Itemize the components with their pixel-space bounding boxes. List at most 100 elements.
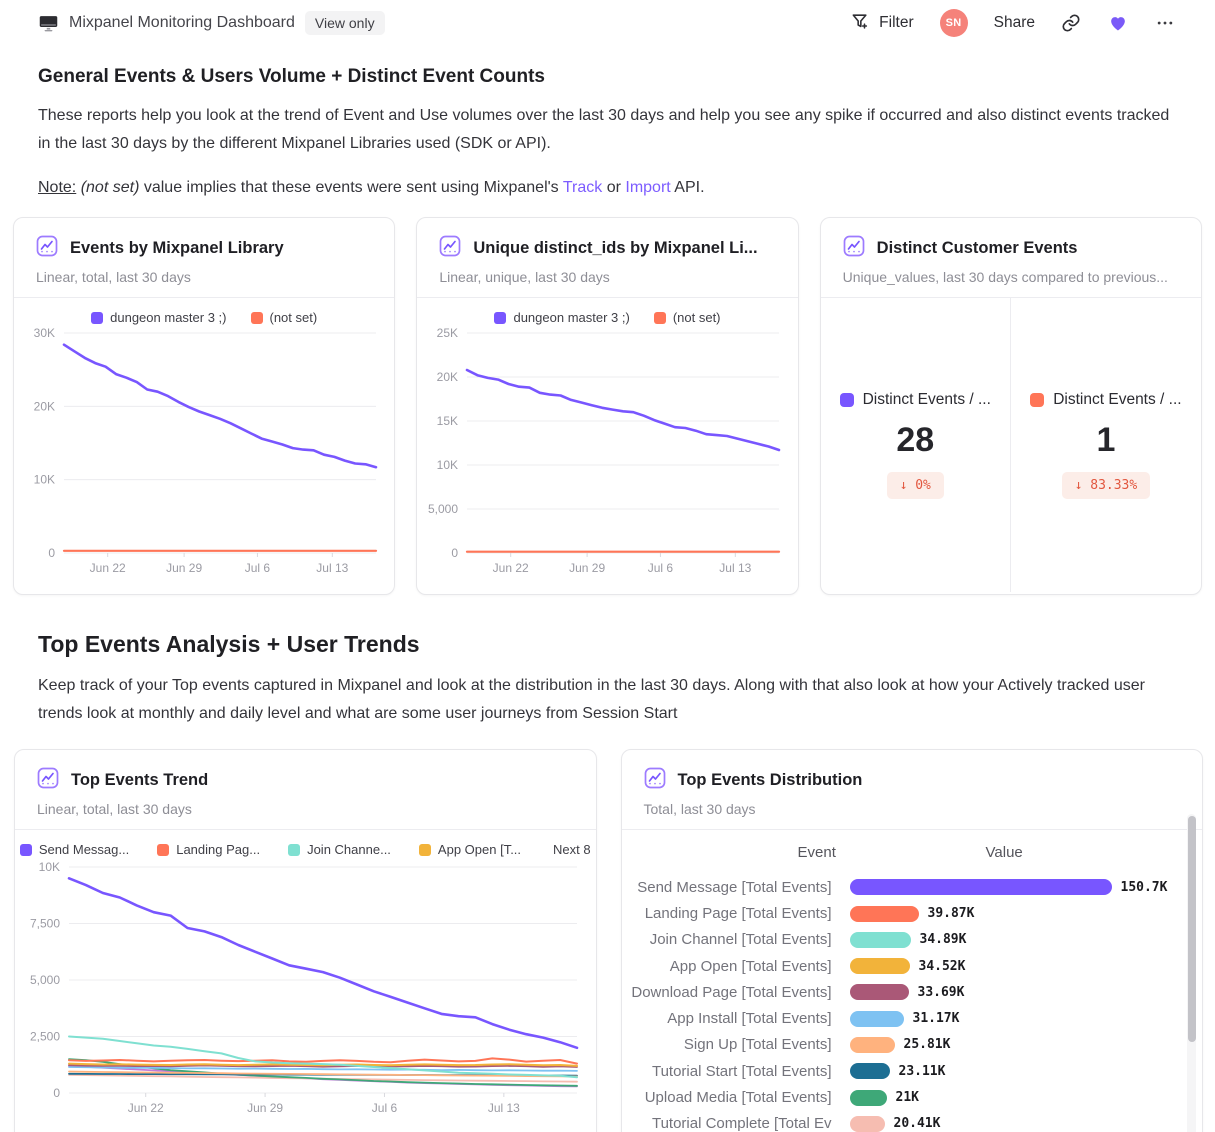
event-label: App Open [Total Events]	[669, 957, 832, 975]
legend-item[interactable]: (not set)	[653, 310, 721, 326]
value-bar[interactable]	[849, 879, 1112, 896]
svg-text:Jul 6: Jul 6	[245, 561, 271, 575]
share-label: Share	[993, 14, 1035, 31]
card-top-events-trend[interactable]: Top Events Trend Linear, total, last 30 …	[14, 749, 597, 1132]
card-title: Events by Mixpanel Library	[70, 239, 284, 258]
value-label: 25.81K	[903, 1037, 951, 1053]
legend-label: dungeon master 3 ;)	[513, 310, 630, 326]
import-link[interactable]: Import	[625, 179, 671, 197]
value-bar[interactable]	[849, 1036, 895, 1053]
top-bar: Mixpanel Monitoring Dashboard View only …	[0, 0, 1215, 46]
line-chart-icon	[439, 235, 461, 262]
legend-item[interactable]: Send Messag...	[19, 842, 129, 857]
svg-text:0: 0	[53, 1086, 60, 1100]
card-top-events-distribution[interactable]: Top Events Distribution Total, last 30 d…	[620, 749, 1203, 1132]
event-label: Send Message [Total Events]	[637, 878, 832, 896]
value-bar[interactable]	[849, 1063, 890, 1080]
value-bar[interactable]	[849, 905, 919, 922]
value-bar[interactable]	[849, 931, 911, 948]
legend-item[interactable]: Join Channe...	[288, 842, 391, 857]
svg-text:5,000: 5,000	[30, 973, 60, 987]
bar-cell: 33.69K	[849, 984, 965, 1001]
card-title: Distinct Customer Events	[876, 239, 1078, 258]
legend-item[interactable]: (not set)	[250, 310, 317, 325]
value-label: 31.17K	[912, 1011, 960, 1027]
scrollbar-thumb[interactable]	[1187, 816, 1196, 1043]
value-label: 39.87K	[927, 906, 975, 921]
legend-item[interactable]: dungeon master 3 ;)	[91, 310, 227, 326]
svg-text:Jun 29: Jun 29	[166, 561, 202, 575]
legend-label: (not set)	[672, 310, 721, 326]
note-line: Note: (not set) value implies that these…	[38, 179, 1177, 197]
unique-ids-chart[interactable]: 0 5,000 10K 15K 20K 25K Jun 22 Jun 29 Jul 6 Jul 1…	[421, 325, 791, 585]
table-row[interactable]: Landing Page [Total Events] 39.87K	[622, 900, 1203, 926]
note-label: Note:	[38, 179, 77, 197]
scrollbar-track[interactable]	[1187, 814, 1196, 1132]
legend-item[interactable]: Landing Pag...	[157, 842, 260, 857]
delta-badge: ↓ 83.33%	[1061, 472, 1151, 500]
event-label: Upload Media [Total Events]	[644, 1089, 832, 1107]
event-label: Landing Page [Total Events]	[644, 905, 832, 922]
svg-text:Jun 29: Jun 29	[247, 1101, 283, 1115]
table-row[interactable]: Sign Up [Total Events] 25.81K	[622, 1032, 1203, 1058]
legend-swatch-icon	[250, 311, 263, 324]
card-distinct-customer-events[interactable]: Distinct Customer Events Unique_values, …	[819, 217, 1202, 596]
svg-text:10K: 10K	[437, 458, 458, 472]
svg-text:30K: 30K	[34, 326, 55, 340]
monitor-icon	[38, 13, 59, 34]
table-row[interactable]: App Install [Total Events] 31.17K	[622, 1006, 1203, 1032]
svg-text:20K: 20K	[437, 370, 458, 384]
value-label: 23.11K	[898, 1063, 946, 1079]
chart-legend: dungeon master 3 ;) (not set)	[417, 298, 797, 325]
card-subtitle: Linear, unique, last 30 days	[439, 269, 610, 286]
view-only-badge: View only	[304, 11, 385, 35]
legend-next-label[interactable]: Next 8	[553, 842, 591, 858]
value-bar[interactable]	[849, 1089, 887, 1106]
value-bar[interactable]	[849, 1010, 904, 1027]
card-title: Top Events Trend	[71, 771, 209, 790]
table-row[interactable]: Join Channel [Total Events] 34.89K	[622, 927, 1203, 953]
filter-funnel-plus-icon	[850, 11, 870, 36]
table-row[interactable]: Tutorial Start [Total Events] 23.11K	[622, 1058, 1203, 1084]
legend-swatch-icon	[19, 843, 32, 856]
table-row[interactable]: Send Message [Total Events] 150.7K	[622, 874, 1203, 900]
bar-cell: 150.7K	[849, 879, 1168, 896]
line-chart-icon	[843, 235, 865, 262]
section-description-general: These reports help you look at the trend…	[38, 107, 1170, 152]
legend-item[interactable]: App Open [T...	[418, 842, 521, 857]
value-bar[interactable]	[849, 958, 910, 975]
more-ellipsis-icon[interactable]	[1155, 13, 1175, 33]
share-button[interactable]: Share	[994, 14, 1035, 32]
legend-label: Join Channe...	[307, 842, 391, 858]
table-row[interactable]: App Open [Total Events] 34.52K	[622, 953, 1203, 979]
metric-label: Distinct Events / ...	[862, 391, 991, 409]
value-label: 21K	[895, 1090, 919, 1106]
favorite-heart-icon[interactable]	[1107, 13, 1129, 33]
table-row[interactable]: Upload Media [Total Events] 21K	[622, 1084, 1203, 1110]
avatar[interactable]: SN	[939, 9, 968, 37]
table-row[interactable]: Download Page [Total Events] 33.69K	[622, 979, 1203, 1005]
track-link[interactable]: Track	[562, 179, 603, 197]
orange-swatch-icon	[1030, 393, 1045, 408]
value-label: 150.7K	[1120, 879, 1168, 895]
value-bar[interactable]	[849, 984, 909, 1001]
events-by-library-chart[interactable]: 0 10K 20K 30K Jun 22 Jun 29 Jul 6 Jul 13	[18, 325, 388, 585]
svg-text:5,000: 5,000	[428, 502, 458, 516]
svg-text:Jul 6: Jul 6	[372, 1101, 398, 1115]
svg-text:Jul 6: Jul 6	[648, 561, 674, 575]
top-events-trend-chart[interactable]: 0 2,500 5,000 7,500 10K Jun 22 Jun 29 Jul 6 Jul …	[19, 857, 591, 1125]
card-events-by-library[interactable]: Events by Mixpanel Library Linear, total…	[13, 217, 396, 596]
line-chart-icon	[37, 767, 59, 794]
legend-item[interactable]: dungeon master 3 ;)	[494, 310, 630, 326]
value-label: 33.69K	[917, 984, 965, 1000]
bar-cell: 25.81K	[849, 1036, 951, 1053]
legend-label: dungeon master 3 ;)	[110, 310, 227, 326]
card-unique-distinct-ids[interactable]: Unique distinct_ids by Mixpanel Li... Li…	[416, 217, 799, 596]
table-row[interactable]: Tutorial Complete [Total Ev 20.41K	[622, 1111, 1203, 1132]
svg-text:7,500: 7,500	[30, 917, 60, 931]
filter-button[interactable]: Filter	[850, 11, 914, 36]
value-bar[interactable]	[849, 1115, 885, 1132]
section-title-top-events: Top Events Analysis + User Trends	[38, 631, 420, 658]
svg-text:Jun 22: Jun 22	[493, 561, 529, 575]
copy-link-icon[interactable]	[1061, 13, 1081, 33]
